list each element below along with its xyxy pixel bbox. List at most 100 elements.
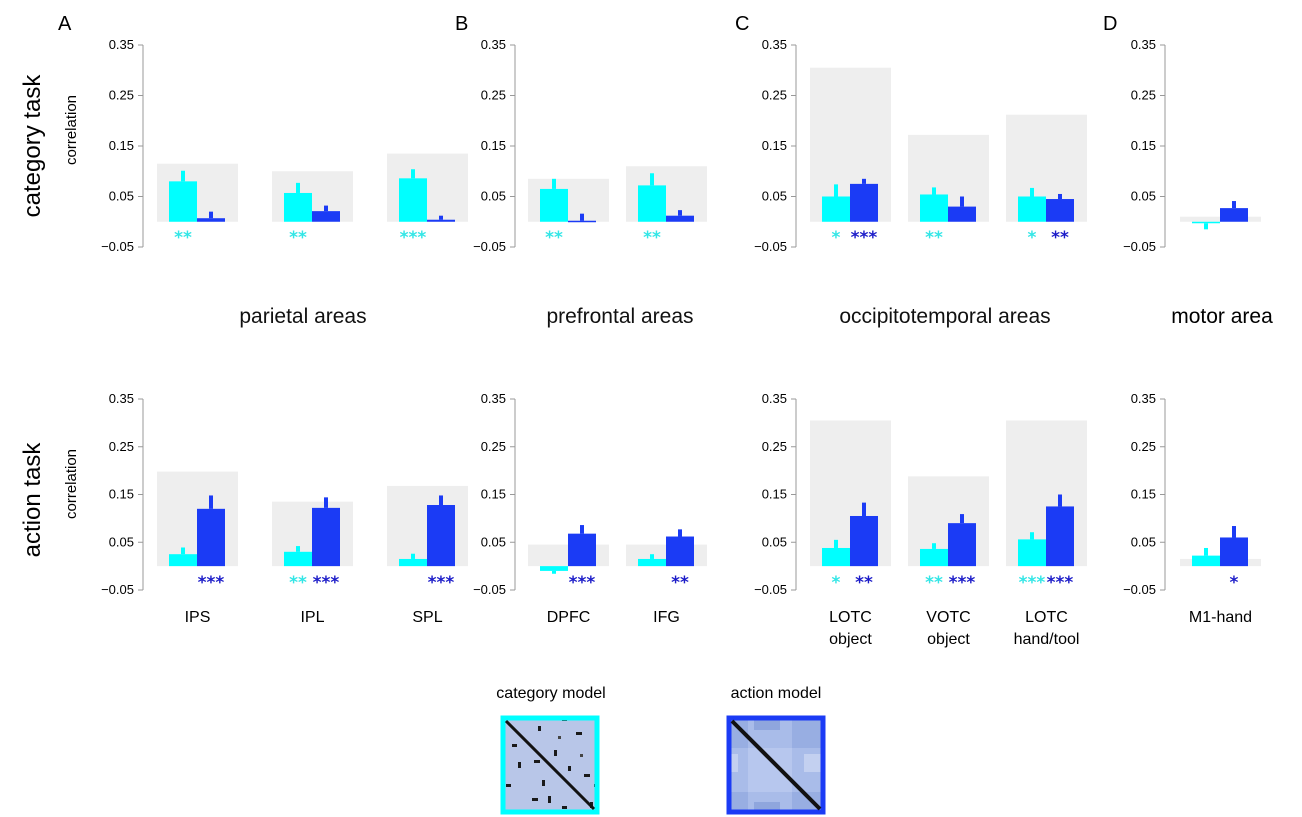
action-model-diagonal [730, 719, 822, 811]
action-bar-act-c-2 [1046, 506, 1074, 567]
category-bar-cat-b-1 [638, 185, 666, 222]
action-stars-act-c-1: *** [949, 573, 976, 593]
y-tick-label-cat-c-0: 0.35 [762, 37, 787, 52]
category-stars-cat-a-0: ** [174, 228, 192, 248]
action-bar-act-d-0 [1220, 537, 1248, 567]
category-bar-act-b-1 [638, 558, 666, 567]
action-stars-cat-c-2: ** [1051, 228, 1069, 248]
action-stars-act-c-0: ** [855, 573, 873, 593]
y-tick-label-act-a-3: 0.05 [109, 534, 134, 549]
legend-label-action-model: action model [731, 685, 822, 702]
roi-label-c-2-0: LOTC [1025, 609, 1068, 626]
y-tick-label-cat-d-0: 0.35 [1131, 37, 1156, 52]
action-bar-act-a-1 [312, 507, 340, 567]
category-bar-act-c-1 [920, 548, 948, 567]
category-stars-cat-a-1: ** [289, 228, 307, 248]
y-tick-label-cat-b-1: 0.25 [481, 88, 506, 103]
category-stars-cat-a-2: *** [400, 228, 427, 248]
y-tick-label-cat-b-3: 0.05 [481, 189, 506, 204]
category-bar-act-c-2 [1018, 539, 1046, 567]
action-stars-act-a-2: *** [428, 573, 455, 593]
category-bar-act-a-2 [399, 558, 427, 567]
y-tick-label-cat-a-2: 0.15 [109, 138, 134, 153]
category-bar-cat-b-0 [540, 188, 568, 222]
action-bar-cat-c-1 [948, 206, 976, 222]
row-label-category-task: category task [19, 74, 46, 218]
y-tick-label-act-c-2: 0.15 [762, 487, 787, 502]
chart-panel-act-b: 0.35 0.25 0.15 0.05 −0.05 *** DPFC ** IFG [473, 391, 707, 626]
category-bar-cat-c-1 [920, 194, 948, 222]
action-bar-act-c-0 [850, 515, 878, 567]
y-tick-label-act-d-0: 0.35 [1131, 391, 1156, 406]
y-tick-label-cat-c-3: 0.05 [762, 189, 787, 204]
category-stars-act-c-1: ** [925, 573, 943, 593]
roi-label-a-2-0: SPL [412, 609, 442, 626]
y-axis-label-bottom: correlation [63, 449, 80, 519]
action-bar-cat-a-2 [427, 219, 455, 222]
y-tick-label-act-c-4: −0.05 [754, 582, 787, 597]
action-stars-cat-c-0: *** [851, 228, 878, 248]
y-tick-label-act-a-4: −0.05 [101, 582, 134, 597]
roi-label-b-1-0: IFG [653, 609, 680, 626]
category-bar-act-d-0 [1192, 555, 1220, 567]
category-stars-act-c-0: * [832, 573, 841, 593]
y-tick-label-act-a-2: 0.15 [109, 487, 134, 502]
action-bar-cat-d-0 [1220, 208, 1248, 222]
roi-label-c-0-0: LOTC [829, 609, 872, 626]
y-tick-label-act-a-0: 0.35 [109, 391, 134, 406]
y-tick-label-act-b-0: 0.35 [481, 391, 506, 406]
category-stars-cat-b-1: ** [643, 228, 661, 248]
y-tick-label-act-d-2: 0.15 [1131, 487, 1156, 502]
category-bar-act-b-0 [540, 566, 568, 571]
action-bar-cat-c-2 [1046, 199, 1074, 222]
y-tick-label-cat-c-2: 0.15 [762, 138, 787, 153]
y-tick-label-act-c-0: 0.35 [762, 391, 787, 406]
y-tick-label-cat-d-3: 0.05 [1131, 189, 1156, 204]
y-tick-label-act-b-2: 0.15 [481, 487, 506, 502]
action-stars-act-b-0: *** [569, 573, 596, 593]
y-tick-label-cat-a-0: 0.35 [109, 37, 134, 52]
action-bar-cat-c-0 [850, 183, 878, 222]
y-tick-label-cat-a-4: −0.05 [101, 239, 134, 254]
y-tick-label-act-d-1: 0.25 [1131, 439, 1156, 454]
category-model-diagonal [504, 719, 596, 811]
group-title-parietal: parietal areas [239, 305, 366, 328]
category-bar-cat-a-0 [169, 181, 197, 222]
action-bar-act-a-0 [197, 508, 225, 567]
row-label-action-task: action task [19, 442, 46, 558]
panel-letter-d: D [1103, 13, 1117, 35]
action-bar-act-b-1 [666, 536, 694, 567]
category-bar-act-a-1 [284, 551, 312, 567]
category-bar-cat-d-0 [1192, 221, 1220, 224]
category-bar-cat-a-2 [399, 178, 427, 222]
category-bar-act-c-0 [822, 547, 850, 567]
roi-label-c-1-0: VOTC [926, 609, 970, 626]
action-stars-act-a-0: *** [198, 573, 225, 593]
y-tick-label-cat-c-1: 0.25 [762, 88, 787, 103]
roi-label-a-0-0: IPS [185, 609, 211, 626]
y-tick-label-cat-a-3: 0.05 [109, 189, 134, 204]
category-stars-cat-c-2: * [1028, 228, 1037, 248]
action-bar-act-a-2 [427, 505, 455, 567]
action-bar-cat-a-1 [312, 211, 340, 222]
y-tick-label-act-b-4: −0.05 [473, 582, 506, 597]
category-stars-cat-b-0: ** [545, 228, 563, 248]
y-tick-label-cat-c-4: −0.05 [754, 239, 787, 254]
category-stars-cat-c-1: ** [925, 228, 943, 248]
legend-label-category-model: category model [496, 685, 605, 702]
chart-panel-act-d: 0.35 0.25 0.15 0.05 −0.05 * M1-hand [1123, 391, 1261, 626]
y-tick-label-act-d-3: 0.05 [1131, 534, 1156, 549]
action-stars-act-c-2: *** [1047, 573, 1074, 593]
panel-letter-c: C [735, 13, 749, 35]
action-stars-act-b-1: ** [671, 573, 689, 593]
category-bar-cat-c-0 [822, 196, 850, 222]
group-title-occipitotemporal: occipitotemporal areas [839, 305, 1050, 328]
chart-panel-cat-a: 0.350.250.150.05−0.05 ** ** *** [101, 37, 468, 254]
chart-panel-cat-c: 0.350.250.150.05−0.05 * *** ** * ** [754, 37, 1087, 254]
y-tick-label-cat-d-2: 0.15 [1131, 138, 1156, 153]
chart-panels: 0.350.250.150.05−0.05 ** ** ***0.350.250.15… [101, 37, 1261, 648]
y-tick-label-cat-b-0: 0.35 [481, 37, 506, 52]
roi-label-b-0-0: DPFC [547, 609, 591, 626]
y-tick-label-act-c-1: 0.25 [762, 439, 787, 454]
